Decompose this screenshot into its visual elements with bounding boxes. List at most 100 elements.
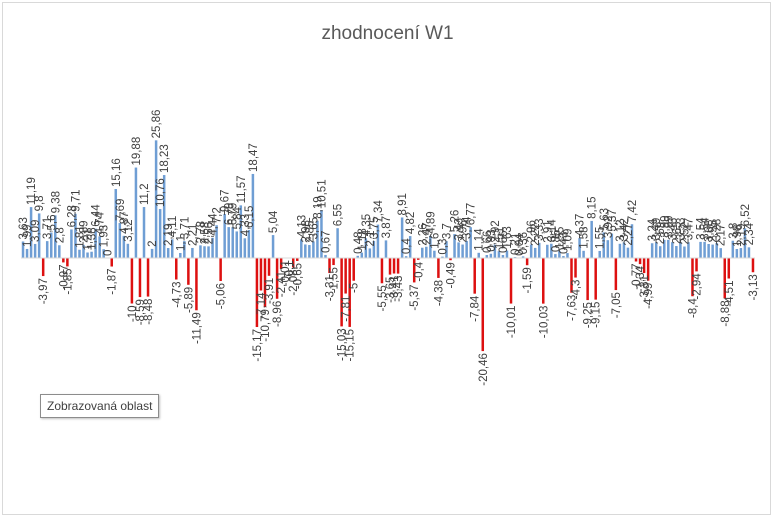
data-label: -1,85 [62,268,74,294]
bar [25,248,29,258]
bar [417,258,420,260]
data-label: 8,19 [312,196,324,218]
data-label: 3,75 [369,217,381,239]
bar [586,258,589,301]
data-label: -2,41 [276,271,288,297]
data-label: 0,66 [482,231,494,253]
bar [50,232,53,258]
data-label: 1,51 [494,227,506,249]
data-label: 3,87 [381,216,393,238]
data-label: 25,86 [151,110,163,139]
data-label: 2,91 [542,220,554,242]
bar [453,234,456,258]
data-label: 11,57 [236,175,248,203]
data-label: -3,91 [264,278,276,304]
data-label: 5,26 [450,210,462,232]
data-label: 1,55 [595,227,607,249]
bar [550,243,553,258]
data-label: 2,22 [530,224,542,246]
bar [598,250,601,258]
bar [340,258,343,327]
bar [66,258,69,267]
data-label: -0,49 [446,262,458,288]
bar [183,241,186,258]
data-label: 7,34 [373,200,385,223]
bar [634,258,638,262]
bar [719,248,722,258]
data-label: 6,79 [228,203,240,225]
data-label: 0,4 [401,238,413,255]
bar [683,246,686,258]
bar [211,237,214,258]
bar [663,239,666,258]
bar [441,256,444,258]
data-label: 3,12 [615,219,627,241]
bar [296,258,299,261]
data-label: 6,44 [91,204,103,227]
bar [138,258,142,298]
bar [638,258,642,265]
bar [312,241,315,258]
data-label: -4,99 [643,283,655,309]
data-label: -1,87 [107,269,119,295]
data-label: 2,96 [526,220,538,242]
bar [477,252,480,258]
bar [175,258,178,280]
data-label: 3,49 [651,218,663,240]
data-label: 6,79 [224,203,236,225]
bar [699,241,702,258]
data-label: 1,58 [579,226,591,248]
bar [461,244,464,258]
bar [618,243,622,258]
bar [743,228,747,258]
data-label: 8,91 [397,193,409,215]
bar [304,244,307,258]
bar [45,241,49,258]
data-label: 0,48 [353,231,365,253]
data-label: -1,34 [635,266,647,293]
data-label: 3,14 [546,219,558,242]
data-label: 1,18 [357,228,369,250]
data-label: 4,44 [208,213,220,236]
data-label: 0,36 [518,232,530,254]
data-label: 1,99 [22,225,34,247]
bar [421,247,424,258]
data-label: 4,33 [240,214,252,236]
data-label: 1,81 [74,225,86,247]
bar [344,258,347,294]
bar [715,243,718,258]
data-label: 0 [103,250,115,256]
bar [622,242,626,258]
bar [114,189,118,258]
data-label: -5 [349,283,361,293]
data-label: 7,2 [212,207,224,223]
bar [372,240,376,258]
data-label: 3,74 [462,216,474,239]
data-label: 2,58 [200,222,212,244]
data-label: -4,3 [571,280,583,300]
bar [437,258,440,278]
bar [98,236,101,258]
data-label: -11,49 [191,312,203,344]
data-label: 4,37 [575,214,587,236]
bar [118,223,122,258]
bar [62,258,65,263]
data-label: 3,99 [659,215,671,237]
data-label: -0,65 [292,263,304,289]
data-label: 0,66 [498,231,510,253]
bar [54,215,57,258]
data-label: 3,33 [534,218,546,240]
bar [554,254,557,258]
bar [223,214,226,258]
bar [162,175,166,258]
bar [191,247,194,258]
bar [259,258,263,291]
bar [392,258,396,274]
bar [546,244,549,258]
bar [703,241,706,258]
data-label: 4,82 [405,212,417,234]
bar [396,258,400,274]
data-label: 0,3 [437,239,449,255]
bar [130,258,134,304]
data-label: 3,99 [663,215,675,237]
